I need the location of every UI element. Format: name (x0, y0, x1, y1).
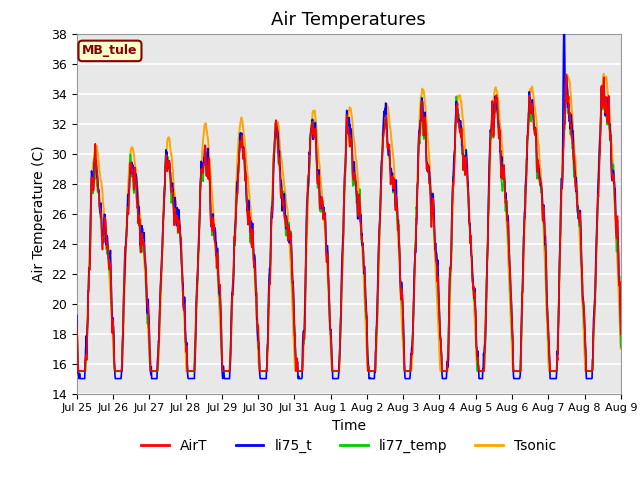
li77_temp (617, 344, 625, 350)
AirT (434, 279, 442, 285)
AirT (73, 322, 81, 327)
li77_temp (563, 73, 570, 79)
Title: Air Temperatures: Air Temperatures (271, 11, 426, 29)
li77_temp (434, 278, 442, 284)
Line: li75_t: li75_t (77, 26, 621, 379)
Tsonic (600, 71, 607, 77)
Line: Tsonic: Tsonic (77, 74, 621, 371)
li75_t (76, 376, 83, 382)
Text: MB_tule: MB_tule (82, 44, 138, 58)
Line: li77_temp: li77_temp (77, 76, 621, 371)
X-axis label: Time: Time (332, 419, 366, 433)
li75_t (553, 372, 561, 378)
li77_temp (195, 263, 202, 269)
li77_temp (255, 340, 263, 346)
Tsonic (73, 360, 81, 366)
AirT (563, 72, 570, 77)
li75_t (560, 23, 568, 29)
Line: AirT: AirT (77, 74, 621, 371)
AirT (505, 236, 513, 241)
li75_t (195, 251, 202, 257)
li77_temp (75, 368, 83, 374)
Legend: AirT, li75_t, li77_temp, Tsonic: AirT, li75_t, li77_temp, Tsonic (136, 433, 562, 459)
li77_temp (553, 368, 561, 374)
li77_temp (181, 318, 189, 324)
li75_t (434, 262, 442, 268)
li75_t (505, 223, 513, 228)
li77_temp (505, 240, 513, 246)
Tsonic (255, 368, 263, 373)
Tsonic (434, 302, 442, 308)
Tsonic (617, 346, 625, 352)
li75_t (617, 325, 625, 331)
Tsonic (505, 263, 513, 268)
li77_temp (73, 324, 81, 330)
Tsonic (181, 330, 189, 336)
AirT (74, 368, 82, 374)
Tsonic (195, 261, 202, 266)
Y-axis label: Air Temperature (C): Air Temperature (C) (31, 145, 45, 282)
li75_t (73, 312, 81, 318)
Tsonic (553, 368, 561, 374)
AirT (617, 331, 625, 337)
AirT (255, 341, 263, 347)
AirT (181, 320, 189, 326)
AirT (553, 368, 561, 374)
Tsonic (74, 368, 81, 374)
li75_t (255, 343, 263, 349)
AirT (195, 252, 202, 258)
li75_t (181, 304, 189, 310)
